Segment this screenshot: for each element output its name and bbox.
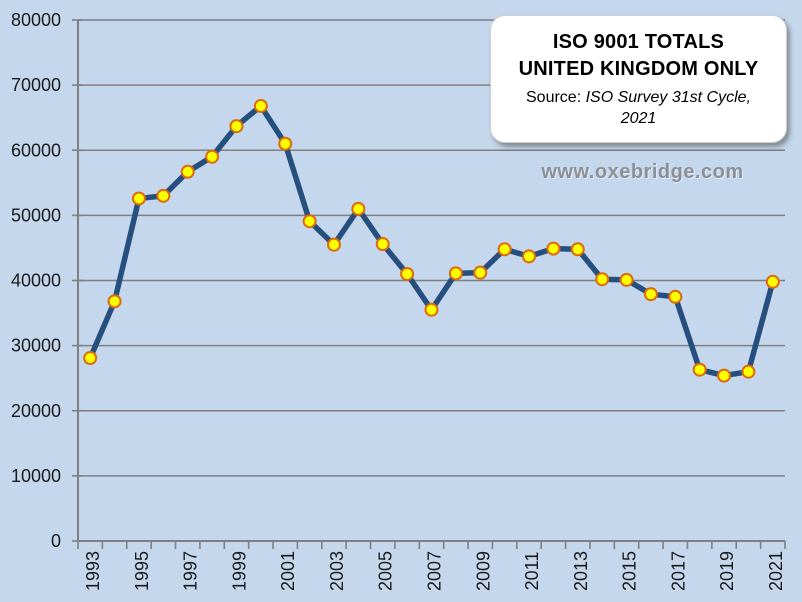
data-point-marker — [765, 274, 780, 289]
x-axis-label: 2021 — [766, 551, 786, 591]
y-axis-label: 70000 — [11, 75, 61, 95]
data-point-marker — [205, 149, 220, 164]
data-line — [87, 103, 776, 379]
data-point-marker — [741, 364, 756, 379]
x-axis-label: 2005 — [376, 551, 396, 591]
x-axis-label: 2017 — [668, 551, 688, 591]
y-axis-label: 60000 — [11, 140, 61, 160]
data-point-marker — [253, 98, 268, 113]
data-point-marker — [326, 237, 341, 252]
y-axis-label: 0 — [51, 531, 61, 551]
x-axis-label: 1999 — [229, 551, 249, 591]
data-point-marker — [668, 289, 683, 304]
y-axis-label: 20000 — [11, 401, 61, 421]
data-point-marker — [473, 265, 488, 280]
watermark: www.oxebridge.com — [541, 161, 744, 183]
data-point-marker — [83, 350, 98, 365]
data-point-marker — [131, 191, 146, 206]
x-axis-label: 2007 — [425, 551, 445, 591]
x-axis-label: 2009 — [473, 551, 493, 591]
y-axis-label: 40000 — [11, 271, 61, 291]
x-axis-label: 1995 — [132, 551, 152, 591]
data-point-marker — [302, 214, 317, 229]
x-axis-label: 2013 — [571, 551, 591, 591]
data-point-marker — [717, 368, 732, 383]
x-axis-label: 1997 — [181, 551, 201, 591]
data-point-marker — [351, 201, 366, 216]
data-point-marker — [424, 302, 439, 317]
data-point-marker — [497, 242, 512, 257]
x-axis-label: 2001 — [278, 551, 298, 591]
x-axis-label: 2019 — [717, 551, 737, 591]
x-axis-label: 2015 — [620, 551, 640, 591]
x-axis-label: 2003 — [327, 551, 347, 591]
data-point-marker — [278, 136, 293, 151]
data-point-marker — [448, 266, 463, 281]
data-point-marker — [546, 241, 561, 256]
data-point-marker — [400, 266, 415, 281]
data-point-marker — [522, 249, 537, 264]
data-point-marker — [156, 188, 171, 203]
data-point-marker — [570, 242, 585, 257]
data-point-marker — [180, 164, 195, 179]
chart-title-line1: ISO 9001 TOTALS — [552, 31, 725, 53]
chart-title-box: ISO 9001 TOTALS UNITED KINGDOM ONLY Sour… — [490, 15, 787, 143]
y-axis-label: 50000 — [11, 205, 61, 225]
data-point-marker — [643, 287, 658, 302]
x-axis-label: 2011 — [522, 552, 542, 591]
chart-source-label: Source: — [526, 89, 586, 106]
data-point-marker — [375, 237, 390, 252]
y-axis-label: 80000 — [11, 10, 61, 30]
data-point-marker — [229, 119, 244, 134]
y-axis-label: 30000 — [11, 336, 61, 356]
data-point-marker — [107, 294, 122, 309]
chart-source-ref: ISO Survey 31st Cycle, 2021 — [585, 89, 751, 127]
chart-source: Source: ISO Survey 31st Cycle, 2021 — [525, 87, 753, 129]
data-point-marker — [692, 362, 707, 377]
data-point-marker — [595, 272, 610, 287]
x-axis-label: 1993 — [83, 551, 103, 591]
y-axis-label: 10000 — [11, 466, 61, 486]
data-point-marker — [619, 272, 634, 287]
chart-title-line2: UNITED KINGDOM ONLY — [518, 58, 759, 80]
